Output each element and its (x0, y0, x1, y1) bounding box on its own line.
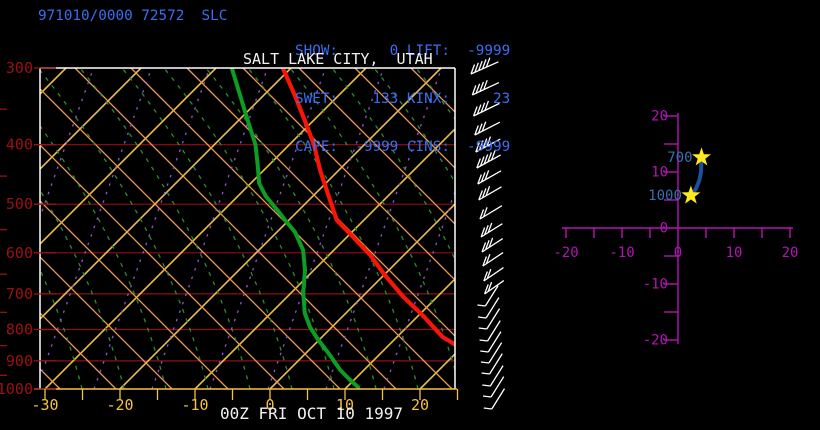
temperature-tick-label: -20 (106, 396, 133, 414)
mixing-ratio-line (40, 68, 95, 219)
hodograph-x-tick-label: -10 (609, 245, 634, 261)
hodograph-x-tick-label: 20 (782, 245, 799, 261)
dry-adiabat-line (40, 256, 173, 389)
wind-barb (477, 170, 502, 185)
dry-adiabat-line (298, 68, 455, 225)
indices-line-cape-cins: CAPE: -9999 CINS: -9999 (295, 139, 511, 155)
wind-barb (478, 297, 500, 319)
moist-adiabat-line (40, 189, 125, 389)
isotherm-line (44, 68, 367, 389)
wind-barb (484, 280, 505, 295)
star-marker-1000 (681, 185, 701, 204)
valid-time-label: 00Z FRI OCT 10 1997 (220, 404, 404, 423)
pressure-tick-label: 500 (6, 195, 33, 213)
wind-barb (481, 237, 504, 253)
isotherm-line (40, 68, 142, 171)
hodograph-y-tick-label: 10 (651, 165, 668, 181)
wind-barb (478, 186, 502, 201)
wind-barb (472, 100, 500, 117)
dewpoint-line (229, 68, 361, 389)
mixing-ratio-line (0, 68, 36, 389)
hodograph (562, 113, 793, 344)
pressure-tick-label: 800 (6, 321, 33, 339)
wind-barb (479, 320, 501, 342)
moist-adiabat-line (289, 68, 455, 373)
isotherm-line (119, 68, 442, 389)
hodograph-x-tick-label: -20 (553, 245, 578, 261)
moist-adiabat-line (40, 69, 209, 389)
wind-barb (477, 285, 499, 307)
chart-title: SALT LAKE CITY, UTAH (243, 50, 433, 68)
pressure-tick-label: 300 (6, 59, 33, 77)
wind-barb (482, 376, 505, 398)
wind-barb (470, 57, 499, 75)
moist-adiabat-line (121, 68, 293, 389)
station-id-text: 971010/0000 72572 SLC (38, 8, 228, 24)
pressure-tick-label: 1000 (0, 380, 33, 398)
mixing-ratio-line (151, 68, 269, 389)
hodograph-y-tick-label: 20 (651, 109, 668, 125)
moist-adiabat-line (79, 68, 251, 389)
dry-adiabat-line (242, 68, 455, 281)
dry-adiabat-line (40, 200, 229, 389)
indices-line-swet-kinx: SWET: 133 KINX: 23 (295, 91, 511, 107)
temperature-line (280, 68, 455, 347)
dry-adiabat-line (40, 312, 117, 389)
wind-barb (475, 136, 501, 153)
pressure-tick-label: 400 (6, 136, 33, 154)
wind-barb (471, 79, 500, 96)
isotherm-line (40, 68, 292, 321)
wind-barb (479, 205, 503, 220)
moist-adiabat-line (373, 68, 455, 184)
hodograph-y-tick-label: -10 (643, 277, 668, 293)
indices-line-show-lift: SHOW: 0 LIFT: -9999 (295, 43, 511, 59)
dry-adiabat-line (40, 88, 341, 389)
hodograph-y-tick-label: 0 (660, 221, 668, 237)
moist-adiabat-line (163, 68, 335, 389)
stability-indices: SHOW: 0 LIFT: -9999 SWET: 133 KINX: 23 C… (295, 11, 510, 187)
wind-barb (481, 353, 503, 375)
isotherm-line (269, 202, 455, 389)
dry-adiabat-line (40, 368, 61, 389)
pressure-tick-label: 900 (6, 352, 33, 370)
temperature-tick-label: 0 (265, 396, 274, 414)
hodograph-x-tick-label: 0 (674, 245, 682, 261)
moist-adiabat-line (40, 386, 41, 389)
wind-barb (480, 342, 503, 364)
moist-adiabat-line (415, 68, 455, 121)
hodograph-level-label-1000: 1000 (648, 188, 682, 204)
moist-adiabat-line (40, 268, 83, 389)
wind-barb (476, 150, 501, 169)
skewt-grid (0, 68, 455, 389)
temperature-tick-label: 20 (411, 396, 429, 414)
temperature-tick-label: 10 (336, 396, 354, 414)
dry-adiabat-line (40, 144, 285, 389)
moist-adiabat-line (205, 68, 377, 389)
temperature-tick-label: -30 (31, 396, 58, 414)
star-marker-700 (692, 147, 711, 166)
hodograph-trace (688, 155, 704, 198)
wind-barb (480, 331, 502, 353)
hodograph-x-tick-label: 10 (726, 245, 743, 261)
moist-adiabat-line (40, 124, 167, 389)
wind-barb (478, 308, 501, 330)
dry-adiabat-line (354, 68, 455, 169)
moist-adiabat-line (247, 68, 419, 389)
wind-barb (483, 388, 506, 410)
moist-adiabat-line (331, 68, 455, 261)
wind-barb (482, 365, 504, 387)
pressure-tick-label: 600 (6, 244, 33, 262)
wind-barb (482, 252, 504, 267)
hodograph-y-tick-label: -20 (643, 333, 668, 349)
wind-barb (474, 121, 501, 136)
temperature-tick-label: -10 (181, 396, 208, 414)
wind-barb (483, 267, 504, 282)
pressure-tick-label: 700 (6, 285, 33, 303)
hodograph-level-label-700: 700 (667, 150, 692, 166)
dry-adiabat-line (74, 68, 397, 389)
isotherm-line (40, 68, 217, 246)
wind-barb (480, 222, 503, 238)
